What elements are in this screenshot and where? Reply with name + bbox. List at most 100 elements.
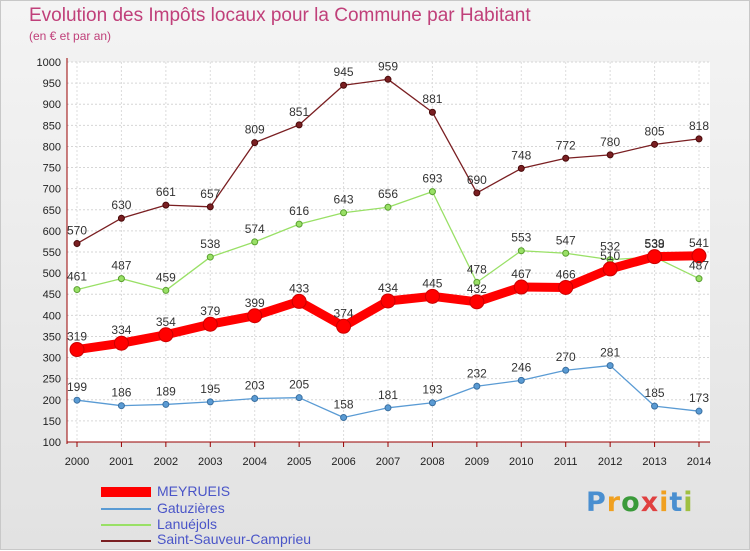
- y-tick-label: 850: [43, 120, 61, 132]
- x-tick-label: 2010: [509, 456, 533, 468]
- data-label-meyrueis: 399: [245, 296, 265, 310]
- logo-letter: x: [640, 487, 660, 518]
- y-tick-label: 600: [43, 226, 61, 238]
- data-point-meyrueis: [336, 318, 352, 334]
- legend-swatch-meyrueis: [101, 487, 151, 497]
- x-tick-label: 2001: [109, 456, 133, 468]
- data-point-gatuzieres: [206, 398, 214, 406]
- data-point-meyrueis: [469, 294, 485, 310]
- data-point-gatuzieres: [606, 362, 614, 370]
- data-point-gatuzieres: [651, 402, 659, 410]
- x-tick-label: 2004: [242, 456, 266, 468]
- data-label-gatuzieres: 199: [67, 380, 87, 394]
- data-label-lanuejols: 538: [200, 237, 220, 251]
- y-tick-label: 1000: [37, 57, 61, 69]
- data-point-gatuzieres: [695, 407, 703, 415]
- data-label-saint-sauveur: 959: [378, 59, 398, 73]
- data-label-gatuzieres: 181: [378, 388, 398, 402]
- data-label-gatuzieres: 246: [511, 360, 531, 374]
- data-point-lanuejols: [384, 203, 392, 211]
- x-tick-label: 2002: [154, 456, 178, 468]
- data-label-saint-sauveur: 690: [467, 173, 487, 187]
- legend-swatch-saint-sauveur: [101, 540, 151, 542]
- y-tick-label: 900: [43, 99, 61, 111]
- data-point-saint-sauveur: [428, 108, 436, 116]
- x-tick-label: 2014: [687, 456, 711, 468]
- data-point-gatuzieres: [251, 395, 259, 403]
- data-point-gatuzieres: [517, 376, 525, 384]
- data-label-gatuzieres: 205: [289, 378, 309, 392]
- data-point-meyrueis: [558, 279, 574, 295]
- data-point-meyrueis: [69, 342, 85, 358]
- data-point-saint-sauveur: [117, 214, 125, 222]
- y-tick-label: 350: [43, 331, 61, 343]
- data-label-lanuejols: 643: [334, 193, 354, 207]
- data-label-lanuejols: 547: [556, 233, 576, 247]
- data-point-gatuzieres: [73, 396, 81, 404]
- data-point-lanuejols: [473, 278, 481, 286]
- data-label-saint-sauveur: 748: [511, 148, 531, 162]
- data-label-saint-sauveur: 809: [245, 123, 265, 137]
- data-label-meyrueis: 541: [689, 236, 709, 250]
- data-label-meyrueis: 466: [556, 267, 576, 281]
- x-tick-label: 2012: [598, 456, 622, 468]
- data-point-lanuejols: [162, 286, 170, 294]
- data-label-gatuzieres: 232: [467, 366, 487, 380]
- logo-letter: P: [586, 487, 607, 518]
- y-tick-label: 650: [43, 205, 61, 217]
- data-point-meyrueis: [513, 279, 529, 295]
- data-label-gatuzieres: 203: [245, 379, 265, 393]
- data-point-saint-sauveur: [517, 164, 525, 172]
- y-tick-label: 250: [43, 374, 61, 386]
- data-label-lanuejols: 656: [378, 187, 398, 201]
- data-point-lanuejols: [695, 275, 703, 283]
- data-label-meyrueis: 445: [422, 276, 442, 290]
- data-point-saint-sauveur: [562, 154, 570, 162]
- x-tick-label: 2006: [331, 456, 355, 468]
- y-tick-label: 300: [43, 353, 61, 365]
- data-point-meyrueis: [424, 288, 440, 304]
- y-tick-label: 200: [43, 395, 61, 407]
- y-tick-label: 700: [43, 184, 61, 196]
- x-tick-label: 2008: [420, 456, 444, 468]
- data-point-lanuejols: [340, 209, 348, 217]
- proxiti-logo: Proxiti: [586, 487, 694, 518]
- x-tick-label: 2009: [465, 456, 489, 468]
- data-point-gatuzieres: [295, 394, 303, 402]
- data-point-saint-sauveur: [162, 201, 170, 209]
- data-label-meyrueis: 467: [511, 267, 531, 281]
- logo-letter: r: [606, 487, 622, 518]
- y-tick-label: 550: [43, 247, 61, 259]
- chart-title: Evolution des Impôts locaux pour la Comm…: [29, 5, 531, 26]
- legend-swatch-gatuzieres: [101, 508, 151, 510]
- data-point-lanuejols: [562, 249, 570, 257]
- data-point-meyrueis: [291, 293, 307, 309]
- data-point-saint-sauveur: [73, 240, 81, 248]
- data-label-meyrueis: 433: [289, 281, 309, 295]
- data-point-saint-sauveur: [695, 135, 703, 143]
- data-point-meyrueis: [113, 335, 129, 351]
- data-label-lanuejols: 574: [245, 222, 265, 236]
- data-label-meyrueis: 510: [600, 249, 620, 263]
- y-tick-label: 950: [43, 78, 61, 90]
- legend-label-saint-sauveur: Saint-Sauveur-Camprieu: [157, 531, 312, 547]
- data-label-meyrueis: 374: [334, 306, 354, 320]
- x-tick-label: 2013: [642, 456, 666, 468]
- x-tick-label: 2011: [554, 456, 578, 468]
- data-label-lanuejols: 538: [645, 237, 665, 251]
- data-label-saint-sauveur: 851: [289, 105, 309, 119]
- data-point-gatuzieres: [340, 414, 348, 422]
- data-point-meyrueis: [380, 293, 396, 309]
- data-label-lanuejols: 616: [289, 204, 309, 218]
- data-point-lanuejols: [295, 220, 303, 228]
- y-tick-label: 500: [43, 268, 61, 280]
- data-point-gatuzieres: [428, 399, 436, 407]
- data-point-meyrueis: [158, 327, 174, 343]
- logo-letter: i: [683, 487, 694, 518]
- data-label-gatuzieres: 281: [600, 346, 620, 360]
- data-point-meyrueis: [202, 316, 218, 332]
- data-point-gatuzieres: [473, 382, 481, 390]
- data-label-lanuejols: 532: [600, 240, 620, 254]
- legend-label-gatuzieres: Gatuzières: [157, 500, 225, 516]
